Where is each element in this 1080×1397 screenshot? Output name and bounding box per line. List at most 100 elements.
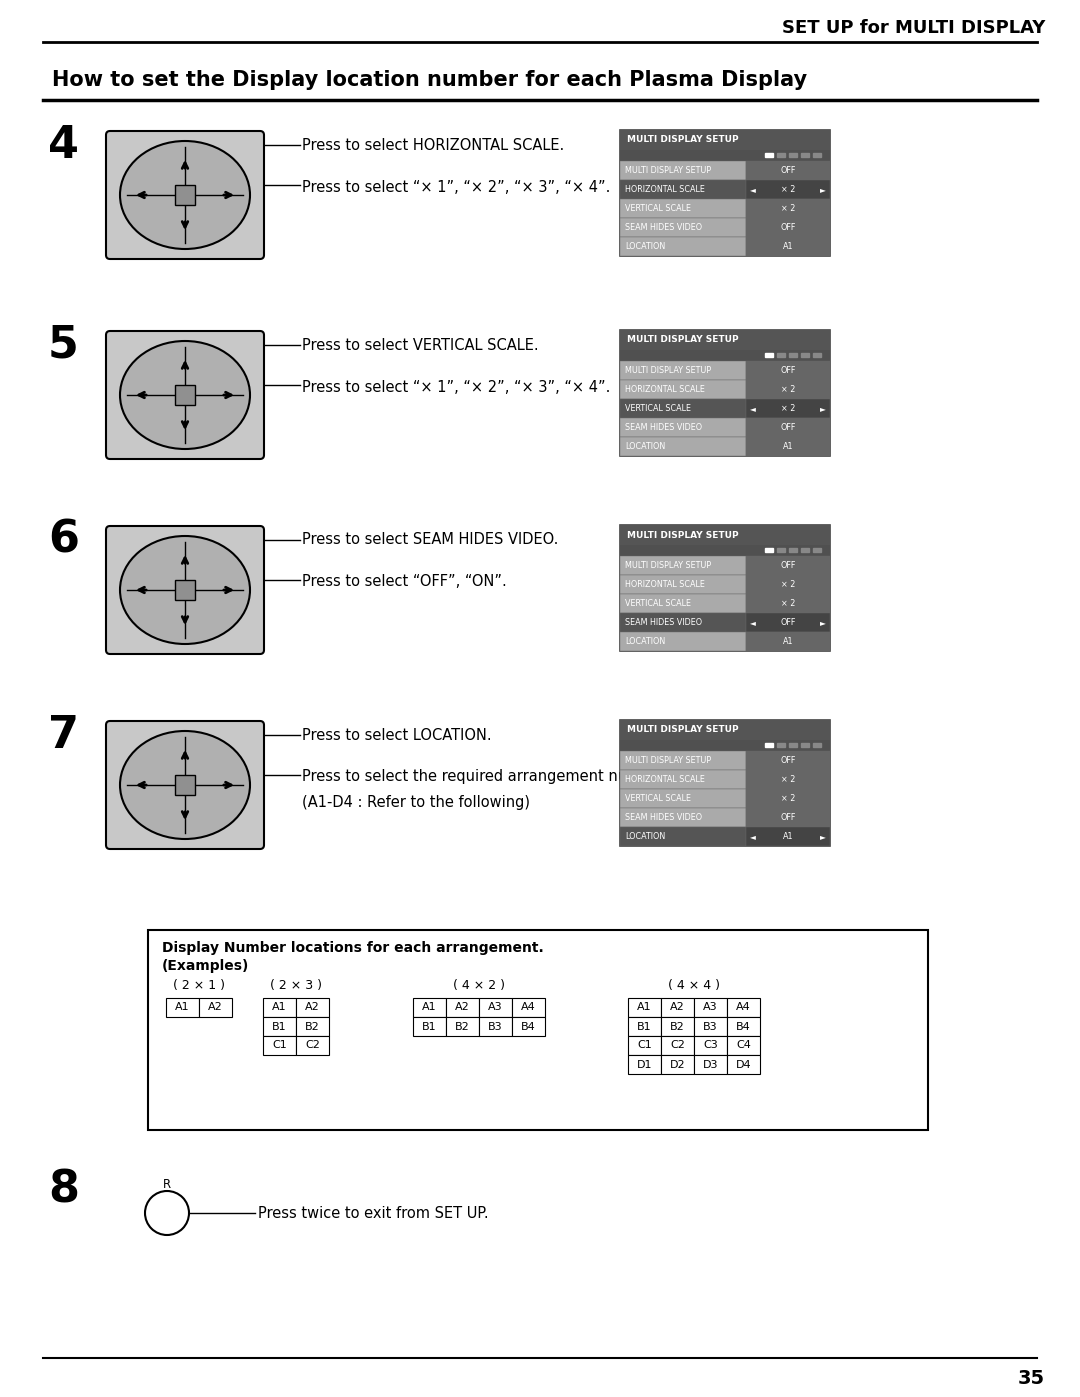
Text: C2: C2 [305,1041,320,1051]
Text: ◄: ◄ [750,617,756,627]
Text: A1: A1 [783,441,793,451]
Bar [620,380,746,400]
Bar [801,353,809,358]
Text: A4: A4 [737,1003,751,1013]
Text: MULTI DISPLAY SETUP: MULTI DISPLAY SETUP [625,166,711,175]
Text: OFF: OFF [781,617,796,627]
Text: ( 2 × 3 ): ( 2 × 3 ) [270,979,322,992]
Text: ( 4 × 2 ): ( 4 × 2 ) [453,979,505,992]
Bar [264,997,296,1017]
Text: OFF: OFF [781,813,796,821]
Text: B2: B2 [306,1021,320,1031]
Text: A2: A2 [455,1003,470,1013]
Bar [512,1017,545,1037]
Text: MULTI DISPLAY SETUP: MULTI DISPLAY SETUP [627,335,739,345]
Text: ►: ► [820,833,826,841]
Ellipse shape [120,536,249,644]
Bar [148,930,928,1130]
Text: LOCATION: LOCATION [625,441,665,451]
Bar [746,631,831,651]
Text: LOCATION: LOCATION [625,833,665,841]
Bar [765,548,773,552]
Text: A2: A2 [306,1003,320,1013]
Text: A2: A2 [670,1003,685,1013]
Text: OFF: OFF [781,562,796,570]
Text: A1: A1 [783,242,793,251]
Circle shape [145,1192,189,1235]
Bar [746,380,831,400]
Text: × 2: × 2 [781,793,795,803]
Bar [175,184,195,205]
Bar [620,351,831,360]
Text: D4: D4 [735,1059,752,1070]
Bar [727,1017,760,1037]
Bar [746,789,831,807]
Bar [813,154,821,156]
Text: B2: B2 [670,1021,685,1031]
Text: × 2: × 2 [781,204,795,212]
Bar [264,1037,296,1055]
Bar [801,548,809,552]
Bar [746,613,831,631]
Text: VERTICAL SCALE: VERTICAL SCALE [625,793,691,803]
Bar [746,437,831,455]
Bar [789,353,797,358]
Bar [620,161,746,180]
Text: B2: B2 [455,1021,470,1031]
Text: HORIZONTAL SCALE: HORIZONTAL SCALE [625,386,705,394]
Text: HORIZONTAL SCALE: HORIZONTAL SCALE [625,775,705,784]
Bar [789,154,797,156]
Bar [746,556,831,576]
Text: LOCATION: LOCATION [625,242,665,251]
Bar [801,743,809,747]
Bar [746,807,831,827]
Bar [627,1037,661,1055]
Text: A1: A1 [783,637,793,645]
Text: C4: C4 [737,1041,751,1051]
Bar [620,631,746,651]
Text: 6: 6 [48,518,79,562]
Bar [746,161,831,180]
Bar [480,1017,512,1037]
Bar [765,154,773,156]
Bar [777,353,785,358]
Bar [620,545,831,556]
Text: B4: B4 [737,1021,751,1031]
Text: ◄: ◄ [750,404,756,414]
Text: A4: A4 [522,1003,536,1013]
Bar [199,997,232,1017]
Bar [620,525,831,651]
Bar [746,576,831,594]
Bar [166,997,199,1017]
Bar [620,180,746,198]
Bar [620,719,831,847]
Bar [620,719,831,740]
Bar [620,400,746,418]
Bar [789,743,797,747]
Bar [727,1037,760,1055]
Bar [801,154,809,156]
Text: Display Number locations for each arrangement.: Display Number locations for each arrang… [162,942,543,956]
Text: Press to select “OFF”, “ON”.: Press to select “OFF”, “ON”. [302,574,507,590]
Bar [446,1017,480,1037]
Text: Press to select LOCATION.: Press to select LOCATION. [302,728,491,742]
Bar [746,827,831,847]
Text: OFF: OFF [781,423,796,432]
Bar [746,360,831,380]
Bar [746,237,831,256]
Text: Press twice to exit from SET UP.: Press twice to exit from SET UP. [258,1207,488,1221]
Text: D3: D3 [703,1059,718,1070]
Bar [813,548,821,552]
Text: SET UP for MULTI DISPLAY: SET UP for MULTI DISPLAY [782,20,1045,36]
Text: × 2: × 2 [781,404,795,414]
Bar [813,743,821,747]
Text: A2: A2 [208,1003,222,1013]
Bar [296,1037,329,1055]
Bar [746,752,831,770]
Bar [620,237,746,256]
Bar [620,576,746,594]
Text: OFF: OFF [781,756,796,766]
Text: SEAM HIDES VIDEO: SEAM HIDES VIDEO [625,423,702,432]
Bar [727,1055,760,1074]
Text: A3: A3 [488,1003,503,1013]
